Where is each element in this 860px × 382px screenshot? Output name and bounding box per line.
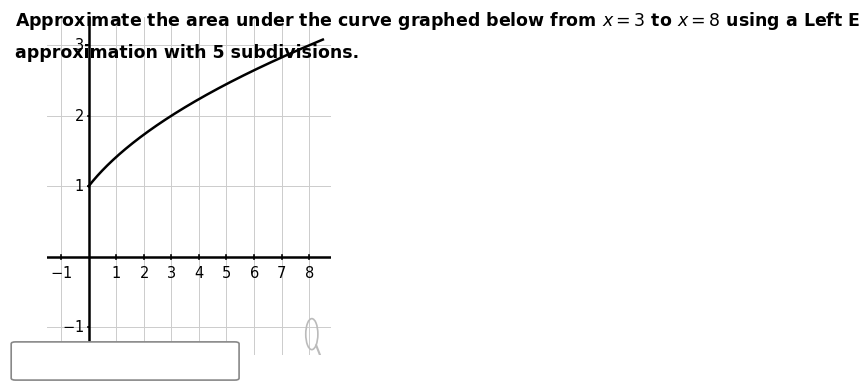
Text: $1$: $1$ bbox=[74, 178, 83, 194]
Text: $3$: $3$ bbox=[166, 265, 176, 281]
Text: $5$: $5$ bbox=[221, 265, 231, 281]
Text: $-1$: $-1$ bbox=[62, 319, 83, 335]
Text: $1$: $1$ bbox=[111, 265, 121, 281]
Text: $4$: $4$ bbox=[194, 265, 204, 281]
Text: $-1$: $-1$ bbox=[50, 265, 72, 281]
Text: $7$: $7$ bbox=[276, 265, 286, 281]
Text: Approximate the area under the curve graphed below from $x = 3$ to $x = 8$ using: Approximate the area under the curve gra… bbox=[15, 10, 860, 32]
Text: approximation with 5 subdivisions.: approximation with 5 subdivisions. bbox=[15, 44, 359, 62]
Text: $2$: $2$ bbox=[138, 265, 149, 281]
Text: $8$: $8$ bbox=[304, 265, 314, 281]
Text: $3$: $3$ bbox=[74, 37, 83, 53]
Text: $2$: $2$ bbox=[74, 108, 83, 124]
Text: $6$: $6$ bbox=[249, 265, 259, 281]
